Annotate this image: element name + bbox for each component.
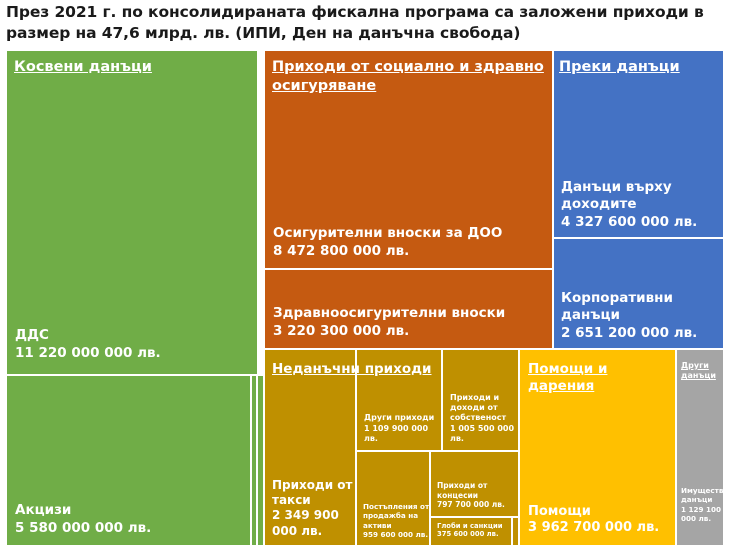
tile-value: 1 005 500 000 лв. [450, 423, 515, 443]
treemap-tile: ДДС 11 220 000 000 лв. [6, 50, 258, 375]
tile-label: Приходи от такси 2 349 900 000 лв. [272, 477, 355, 539]
tile-name: Приходи от такси [272, 477, 353, 507]
tile-value: 11 220 000 000 лв. [15, 344, 161, 361]
tile-value: 959 600 000 лв. [363, 529, 429, 539]
title-line-1: През 2021 г. по консолидираната фискална… [6, 3, 704, 21]
tile-name: Здравноосигурителни вноски [273, 305, 506, 322]
tile-value: 4 327 600 000 лв. [561, 213, 698, 230]
tile-value: 3 220 300 000 лв. [273, 322, 410, 339]
tile-value: 797 700 000 лв. [437, 500, 505, 510]
tile-label: Данъци върху доходите 4 327 600 000 лв. [561, 179, 721, 231]
treemap-tile [257, 375, 264, 546]
tile-name: Постъпления от продажба на активи [363, 502, 430, 530]
treemap-tile: Приходи и доходи от собственост 1 005 500… [442, 349, 519, 451]
group-header: Косвени данъци [14, 59, 152, 75]
treemap-tile: Здравноосигурителни вноски 3 220 300 000 … [264, 269, 553, 349]
treemap-tile: Други приходи 1 109 900 000 лв. [356, 349, 442, 451]
treemap-tile: Приходи от такси 2 349 900 000 лв. [264, 349, 356, 546]
tile-name: Приходи от концесии [437, 481, 488, 500]
tile-label: Осигурителни вноски за ДОО 8 472 800 000 … [273, 225, 552, 260]
treemap-tile: Акцизи 5 580 000 000 лв. [6, 375, 251, 546]
tile-name: Имуществени данъци [681, 486, 724, 505]
tile-name: Други приходи [364, 413, 435, 423]
treemap-tile [251, 375, 257, 546]
chart-title: През 2021 г. по консолидираната фискална… [0, 0, 730, 50]
tile-name: Глоби и санкции [437, 521, 503, 530]
group-header: Помощи и дарения [528, 361, 608, 395]
group-header: Преки данъци [559, 59, 680, 75]
tile-label: Приходи от концесии 797 700 000 лв. [437, 481, 518, 510]
treemap-tile: Корпоративни данъци 2 651 200 000 лв. [553, 238, 724, 349]
tile-label: Здравноосигурителни вноски 3 220 300 000 … [273, 305, 552, 340]
tile-value: 8 472 800 000 лв. [273, 242, 410, 259]
tile-name: ДДС [15, 327, 49, 344]
tile-name: Приходи и доходи от собственост [450, 392, 507, 423]
tile-label: Акцизи 5 580 000 000 лв. [15, 502, 250, 537]
group-header: Неданъчни приходи [272, 361, 432, 377]
tile-value: 1 129 100 000 лв. [681, 504, 722, 523]
tile-value: 2 349 900 000 лв. [272, 508, 339, 538]
tile-value: 5 580 000 000 лв. [15, 519, 152, 536]
tile-name: Акцизи [15, 502, 72, 519]
treemap-tile: Приходи от концесии 797 700 000 лв. [430, 451, 519, 517]
treemap-tile: Помощи 3 962 700 000 лв. [519, 349, 676, 546]
tile-name: Помощи [528, 503, 591, 519]
group-header: Приходи от социално и здравно осигуряван… [272, 59, 544, 94]
tile-name: Корпоративни данъци [561, 290, 673, 324]
tile-label: ДДС 11 220 000 000 лв. [15, 327, 255, 362]
tile-value: 1 109 900 000 лв. [364, 423, 429, 443]
treemap-tile: Данъци върху доходите 4 327 600 000 лв. [553, 50, 724, 238]
tile-name: Осигурителни вноски за ДОО [273, 225, 503, 242]
tile-name: Данъци върху доходите [561, 179, 672, 213]
tile-value: 3 962 700 000 лв. [528, 520, 660, 536]
treemap-tile: Постъпления от продажба на активи 959 600… [356, 451, 430, 546]
tile-value: 2 651 200 000 лв. [561, 324, 698, 341]
treemap-tile [512, 517, 519, 546]
tile-label: Други приходи 1 109 900 000 лв. [364, 413, 441, 444]
tile-label: Корпоративни данъци 2 651 200 000 лв. [561, 290, 721, 342]
tile-label: Приходи и доходи от собственост 1 005 500… [450, 392, 518, 444]
group-header: Други данъци [681, 361, 716, 381]
treemap-tile: Осигурителни вноски за ДОО 8 472 800 000 … [264, 50, 553, 269]
title-line-2: размер на 47,6 млрд. лв. (ИПИ, Ден на да… [6, 24, 521, 42]
tile-label: Глоби и санкции 375 600 000 лв. [437, 521, 511, 539]
tile-value: 375 600 000 лв. [437, 530, 499, 539]
tile-label: Помощи 3 962 700 000 лв. [528, 504, 673, 537]
treemap-tile: Глоби и санкции 375 600 000 лв. [430, 517, 512, 546]
tile-label: Постъпления от продажба на активи 959 600… [363, 502, 430, 539]
